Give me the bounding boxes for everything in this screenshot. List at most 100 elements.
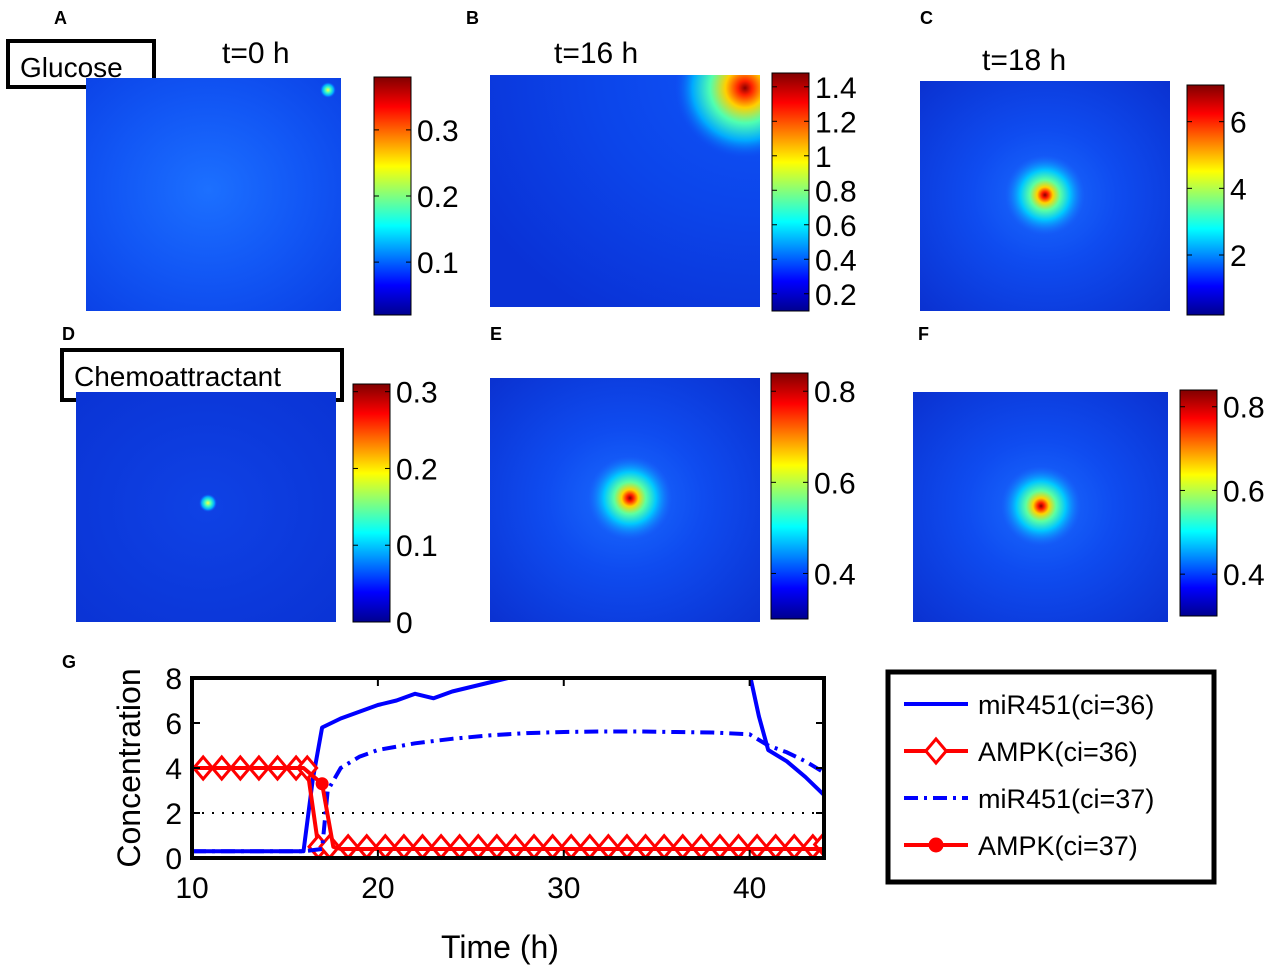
marker-diamond [466,833,490,861]
colorbar-f [1179,389,1218,617]
colorbar-tick-label: 0 [396,607,413,640]
panel-label-g: G [62,652,76,672]
colorbar-tick-label: 1.4 [815,72,857,105]
colorbar-tick-label: 2 [1230,240,1247,273]
marker-diamond [671,833,695,861]
colorbar-c [1186,84,1225,316]
series-3 [192,729,824,854]
colorbar-a [373,76,412,316]
marker-diamond [634,833,657,861]
colorbar-ticks-b: 1.41.210.80.60.40.2 [772,72,857,312]
x-tick-label: 20 [361,872,394,905]
panel-label-d: D [62,324,75,344]
panel-g: G 10 20 30 40 0 2 4 6 8 Concentration Time (h) m… [62,652,1217,965]
series-4 [192,766,824,851]
marker-diamond [615,833,639,861]
hotspot-b [675,75,760,158]
marker-diamond [782,833,806,861]
marker-diamond [485,833,509,861]
colorbar-ticks-c: 6 4 2 [1187,107,1247,273]
panel-title-c: t=18 h [982,44,1066,77]
legend-entry: AMPK(ci=36) [904,736,1138,767]
colorbar-tick-label: 1.2 [815,106,857,139]
marker-diamond [448,833,471,861]
colorbar-tick-label: 0.3 [417,115,459,148]
marker-diamond [429,833,453,861]
box-label-chemoattractant-text: Chemoattractant [74,361,281,392]
colorbar-ticks-d: 0.3 0.2 0.1 0 [353,377,438,640]
marker-diamond [541,833,564,861]
line-chart: 10 20 30 40 0 2 4 6 8 [165,663,826,905]
marker-diamond [597,833,620,861]
marker-diamond [689,833,713,861]
panel-title-a: t=0 h [222,37,290,70]
colorbar-tick-label: 0.2 [815,279,857,312]
marker-diamond [411,833,434,861]
x-axis-label: Time (h) [441,929,559,965]
marker-diamond [504,833,527,861]
panel-label-f: F [918,324,929,344]
marker-diamond [392,833,416,861]
colorbar-tick-label: 0.6 [1223,475,1265,508]
marker-diamond [336,833,360,861]
series-line [192,729,824,854]
panel-f: F 0.8 0.6 0.4 [913,324,1265,622]
colorbar-tick-label: 0.1 [396,530,438,563]
colorbar-tick-label: 0.8 [1223,392,1265,425]
hotspot-a [320,82,336,98]
marker-diamond [652,833,676,861]
legend-label: AMPK(ci=37) [978,831,1138,861]
marker-circle [928,837,944,853]
colorbar-e [770,372,809,620]
legend-entry: miR451(ci=36) [904,690,1154,720]
hotspot-f [1001,466,1081,546]
y-axis-label: Concentration [111,668,147,867]
series-line [192,676,824,854]
colorbar-tick-label: 0.6 [814,467,856,500]
panel-b: B t=16 h 1.41.210.80.60.40.2 [466,8,857,312]
hotspot-e [588,456,672,540]
panel-a: A Glucose t=0 h 0.3 0.2 0.1 [6,8,459,316]
y-tick-label: 0 [165,843,182,876]
legend-label: miR451(ci=36) [978,690,1154,720]
box-label-glucose: Glucose [6,39,156,89]
y-tick-label: 6 [165,708,182,741]
legend-label: miR451(ci=37) [978,784,1154,814]
colorbar-tick-label: 1 [815,141,832,174]
colorbar-tick-label: 0.2 [417,181,459,214]
series-2 [192,754,824,861]
series-1 [192,676,824,854]
box-label-glucose-text: Glucose [20,52,123,83]
legend-entry: AMPK(ci=37) [904,831,1138,861]
plot-area [192,676,824,861]
y-tick-label: 8 [165,663,182,696]
marker-diamond [708,833,732,861]
marker-diamond [355,833,379,861]
marker-diamond [923,736,949,766]
panel-label-e: E [490,324,502,344]
colorbar-ticks-f: 0.8 0.6 0.4 [1180,392,1265,592]
x-tick-label: 40 [733,872,766,905]
colorbar-ticks-a: 0.3 0.2 0.1 [374,115,459,280]
colorbar-tick-label: 6 [1230,107,1247,140]
colorbar-tick-label: 0.2 [396,453,438,486]
colorbar-tick-label: 0.3 [396,377,438,410]
panel-label-a: A [54,8,67,28]
marker-diamond [522,833,546,861]
colorbar-ticks-e: 0.8 0.6 0.4 [771,376,856,591]
colorbar-tick-label: 0.1 [417,247,459,280]
legend-label: AMPK(ci=36) [978,737,1138,767]
colorbar-tick-label: 0.8 [815,175,857,208]
panel-title-b: t=16 h [554,37,638,70]
marker-diamond [578,833,602,861]
hotspot-d [199,494,217,512]
hotspot-c [1005,155,1085,235]
x-tick-label: 10 [175,872,208,905]
y-tick-label: 2 [165,798,182,831]
x-tick-label: 30 [547,872,580,905]
colorbar-tick-label: 4 [1230,173,1247,206]
box-label-chemoattractant: Chemoattractant [60,348,344,402]
colorbar-b [771,72,810,312]
panel-label-c: C [920,8,933,28]
